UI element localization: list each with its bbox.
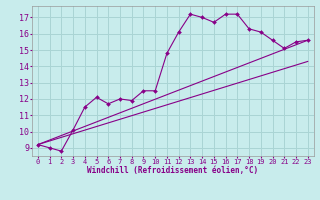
X-axis label: Windchill (Refroidissement éolien,°C): Windchill (Refroidissement éolien,°C) <box>87 166 258 175</box>
